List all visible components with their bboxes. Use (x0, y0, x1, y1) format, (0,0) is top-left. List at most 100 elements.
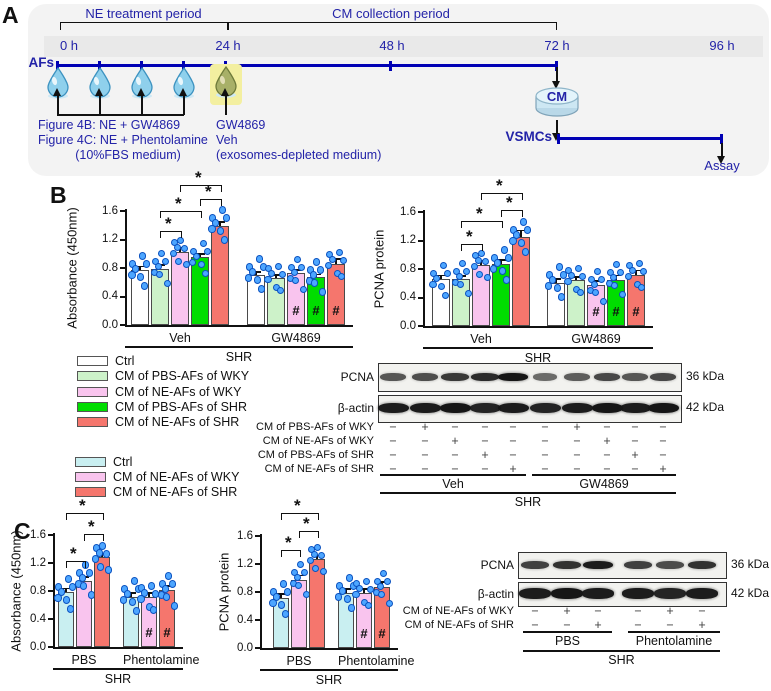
blot-sign: + (666, 604, 674, 618)
time-72h: 72 h (544, 38, 570, 53)
blot-strain-underline (523, 650, 720, 652)
blot-sign: − (541, 462, 549, 476)
note-figure-4b: Figure 4B: NE + GW4869 (38, 118, 181, 132)
error-bar (575, 277, 577, 280)
data-point (313, 543, 322, 552)
data-point (553, 284, 562, 292)
legend-label: CM of PBS-AFs of WKY (115, 369, 250, 384)
timeline-tick (140, 60, 143, 71)
note-gw4869: GW4869 (216, 118, 266, 132)
sig-bracket (160, 211, 202, 219)
dose-arrows-connector (57, 114, 184, 116)
dose-arrow-icon (137, 88, 145, 115)
blot-strain-underline (380, 492, 676, 494)
y-tick (120, 295, 125, 298)
sig-bracket (481, 192, 523, 200)
group-label: Phentolamine (123, 653, 200, 667)
y-tick (418, 268, 423, 271)
data-point (220, 236, 229, 244)
data-point (462, 267, 471, 276)
legend-swatch (75, 472, 106, 482)
hash-mark: # (332, 303, 340, 318)
blot-condition-label: CM of NE-AFs of SHR (404, 619, 514, 631)
legend-swatch (77, 371, 108, 382)
data-point (509, 237, 517, 245)
legend-label: CM of NE-AFs of SHR (113, 485, 238, 499)
data-point (269, 599, 277, 607)
blot-sign: − (698, 604, 706, 618)
sig-bracket (501, 209, 523, 217)
data-point (567, 271, 576, 280)
blot-target-label: PCNA (480, 557, 514, 572)
blot-sign: − (531, 618, 539, 632)
error-bar (65, 588, 67, 593)
data-point (203, 247, 212, 256)
data-point (309, 271, 318, 279)
data-point (345, 574, 354, 582)
panel-b-label: B (50, 182, 67, 208)
strain-label: SHR (225, 350, 253, 364)
y-tick (255, 619, 260, 621)
dose-arrow-icon (221, 88, 229, 115)
error-bar (440, 275, 442, 280)
molecular-weight-label: 42 kDa (686, 400, 725, 414)
error-bar (219, 222, 221, 226)
protein-band (561, 402, 593, 414)
sig-bracket (66, 560, 86, 568)
blot-group-underline (628, 631, 720, 633)
strain-label: SHR (104, 672, 132, 686)
molecular-weight-label: 36 kDa (731, 556, 770, 571)
note-fbs-medium: (10%FBS medium) (75, 148, 181, 162)
data-point (519, 218, 528, 226)
y-tick-label: 0.0 (30, 640, 46, 653)
sig-bracket (281, 550, 301, 557)
data-point (222, 214, 231, 222)
note-veh: Veh (216, 133, 238, 147)
data-point (274, 262, 283, 271)
data-point (591, 288, 600, 297)
protein-band (551, 588, 583, 599)
blot-sign: − (389, 420, 397, 434)
data-point (628, 266, 637, 275)
blot-sign: + (481, 448, 489, 462)
data-point (610, 281, 619, 290)
blot-sign: + (594, 618, 602, 632)
error-bar-cap (377, 581, 387, 583)
blot-sign: − (541, 434, 549, 448)
data-point (123, 590, 132, 598)
error-bar-cap (215, 221, 225, 223)
data-point (376, 582, 385, 591)
time-24h: 24 h (215, 38, 241, 53)
blot-sign: − (563, 618, 571, 632)
error-bar-cap (341, 588, 351, 590)
legend-swatch (77, 386, 108, 397)
protein-band (583, 560, 613, 569)
y-tick-label: 0.4 (102, 290, 118, 303)
strain-underline (125, 346, 353, 348)
error-bar (280, 594, 282, 598)
blot-sign: + (563, 604, 571, 618)
data-point (180, 244, 189, 253)
error-bar (480, 261, 482, 265)
data-point (169, 249, 178, 258)
data-point (104, 566, 113, 574)
timeline-tick (389, 60, 392, 71)
data-point (142, 260, 151, 268)
data-point (328, 255, 337, 264)
y-axis (260, 534, 262, 650)
data-point (296, 560, 305, 569)
y-tick-label: 1.2 (30, 556, 46, 569)
data-point (244, 274, 253, 282)
data-point (324, 261, 333, 270)
data-point (335, 248, 344, 257)
blot-sign: − (594, 604, 602, 618)
cm-to-vsmc-arrow-icon (552, 120, 560, 141)
data-point (590, 280, 599, 289)
data-point (339, 256, 348, 265)
data-point (578, 272, 587, 281)
data-point (119, 596, 128, 604)
y-axis (53, 533, 55, 649)
blot-sign: − (631, 420, 639, 434)
blot-sign: − (421, 462, 429, 476)
panel-c-label: C (14, 518, 31, 544)
